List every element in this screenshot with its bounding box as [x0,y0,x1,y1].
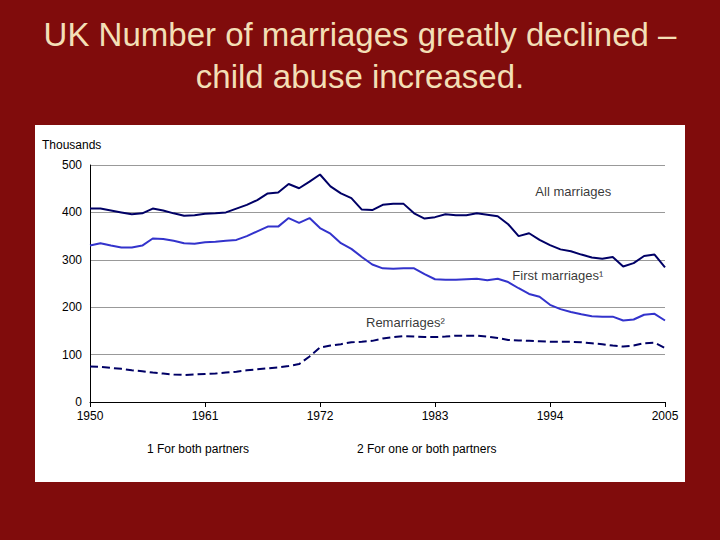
svg-text:1994: 1994 [537,409,564,423]
svg-text:400: 400 [62,205,82,219]
svg-text:Thousands: Thousands [42,138,101,152]
svg-text:1950: 1950 [77,409,104,423]
svg-text:100: 100 [62,348,82,362]
svg-text:1983: 1983 [422,409,449,423]
svg-text:2 For one or both partners: 2 For one or both partners [357,442,496,456]
svg-text:200: 200 [62,300,82,314]
html-text:UK Number of marriages greatly: UK Number of marriages greatly declined … [43,16,677,95]
svg-text:500: 500 [62,158,82,172]
svg-text:0: 0 [75,395,82,409]
svg-text:First marriages¹: First marriages¹ [512,268,604,283]
svg-text:1972: 1972 [307,409,334,423]
svg-text:2005: 2005 [652,409,679,423]
svg-text:1 For both partners: 1 For both partners [147,442,249,456]
svg-text:1961: 1961 [192,409,219,423]
svg-text:All marriages: All marriages [535,184,611,199]
svg-text:300: 300 [62,253,82,267]
svg-text:Remarriages²: Remarriages² [366,315,445,330]
